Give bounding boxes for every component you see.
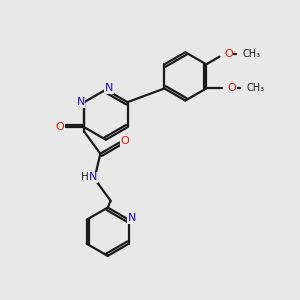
Text: N: N <box>76 97 85 107</box>
Text: O: O <box>224 49 233 59</box>
Text: N: N <box>89 172 97 182</box>
Text: N: N <box>128 213 136 223</box>
Text: CH₃: CH₃ <box>242 49 260 59</box>
Text: N: N <box>105 83 113 93</box>
Text: CH₃: CH₃ <box>247 83 265 94</box>
Text: O: O <box>227 83 236 94</box>
Text: O: O <box>55 122 64 132</box>
Text: O: O <box>120 136 129 146</box>
Text: H: H <box>81 172 89 182</box>
